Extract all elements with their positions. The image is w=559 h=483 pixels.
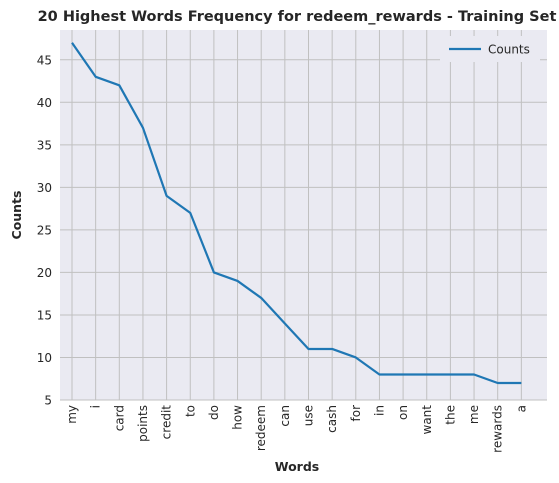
x-tick-label: credit (160, 405, 174, 440)
y-tick-label: 25 (37, 223, 52, 237)
y-axis-label: Counts (9, 191, 24, 240)
x-tick-label: a (514, 405, 528, 412)
x-axis-label: Words (275, 459, 319, 474)
x-tick-label: for (349, 405, 363, 422)
legend-label-counts: Counts (488, 43, 530, 57)
x-tick-label: my (65, 405, 79, 424)
x-tick-label: the (443, 405, 457, 425)
x-tick-label: how (231, 405, 245, 430)
x-tick-label: cash (325, 405, 339, 433)
x-tick-label: in (372, 405, 386, 416)
x-tick-label: to (183, 405, 197, 417)
x-tick-label: i (89, 405, 103, 408)
x-tick-label: points (136, 405, 150, 442)
legend: Counts (440, 36, 540, 62)
y-tick-label: 30 (37, 181, 52, 195)
x-tick-label: rewards (491, 405, 505, 453)
y-axis-ticks: 5 10 15 20 25 30 35 40 45 (37, 53, 52, 407)
y-tick-label: 15 (37, 308, 52, 322)
y-tick-label: 10 (37, 351, 52, 365)
x-tick-label: use (302, 405, 316, 426)
x-tick-label: card (112, 405, 126, 431)
x-axis-ticks: my i card points credit to do how redeem can use ca… (65, 405, 528, 453)
x-tick-label: redeem (254, 405, 268, 451)
x-tick-label: on (396, 405, 410, 420)
x-tick-label: me (467, 405, 481, 424)
y-tick-label: 45 (37, 53, 52, 67)
x-tick-label: want (420, 405, 434, 435)
chart-title: 20 Highest Words Frequency for redeem_re… (38, 9, 557, 25)
y-tick-label: 40 (37, 96, 52, 110)
y-tick-label: 20 (37, 266, 52, 280)
y-tick-label: 35 (37, 138, 52, 152)
y-tick-label: 5 (44, 394, 52, 408)
x-tick-label: can (278, 405, 292, 427)
x-tick-label: do (207, 405, 221, 420)
